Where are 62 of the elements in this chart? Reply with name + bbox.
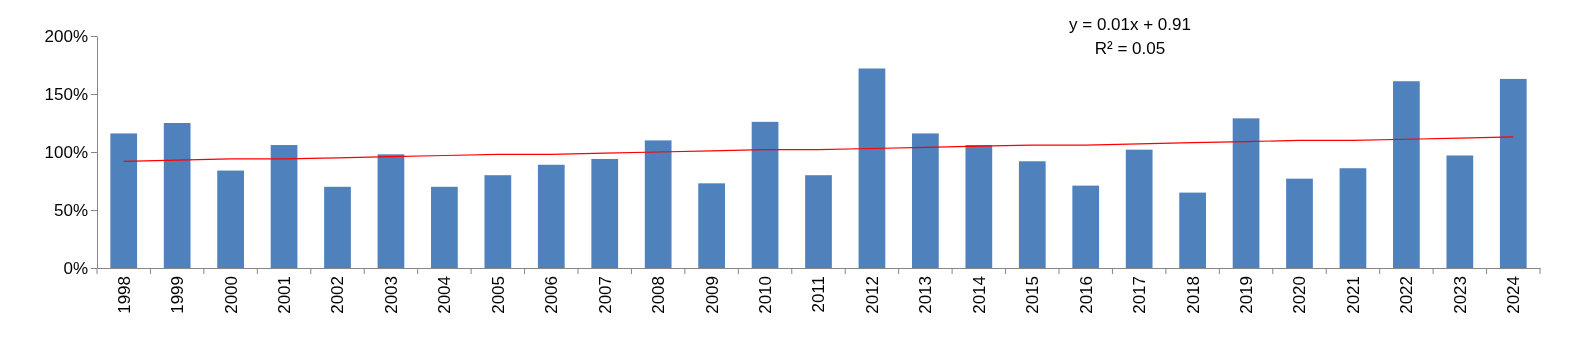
x-tick-label: 2008 — [649, 276, 669, 314]
annotation: R² = 0.05 — [1094, 39, 1166, 58]
x-tick-label: 2021 — [1343, 276, 1363, 314]
x-tick-label: 2004 — [435, 276, 455, 314]
x-tick-label: 2003 — [381, 276, 401, 314]
bar — [1125, 149, 1153, 268]
y-tick-label: 150% — [44, 84, 88, 104]
text: y = 0.01x + 0.91 — [1069, 15, 1191, 34]
x-tick-label: 1998 — [114, 276, 134, 314]
x-tick-label: 2023 — [1450, 276, 1470, 314]
bar — [858, 68, 886, 268]
x-tick-label: 2015 — [1023, 276, 1043, 314]
bar — [484, 175, 512, 268]
bar — [537, 164, 565, 268]
x-tick-label: 2018 — [1183, 276, 1203, 314]
bar — [1179, 192, 1206, 268]
x-tick-label: 2002 — [328, 276, 348, 314]
bar — [751, 121, 779, 268]
bar — [805, 175, 832, 268]
bar — [644, 140, 672, 268]
x-tick-label: 2011 — [809, 276, 829, 313]
bar — [270, 145, 298, 268]
x-tick-label: 2006 — [542, 276, 562, 314]
x-tick-label: 2013 — [916, 276, 936, 314]
x-tick-label: 1999 — [168, 276, 188, 314]
bar — [965, 145, 993, 268]
x-tick-label: 2014 — [969, 276, 989, 314]
y-tick-label: 50% — [53, 200, 88, 220]
bar — [1286, 178, 1313, 268]
bar — [1339, 168, 1367, 268]
bar — [217, 170, 244, 268]
x-tick-label: 2017 — [1130, 276, 1150, 314]
bar — [1232, 118, 1260, 268]
x-tick-label: 2009 — [702, 276, 722, 314]
y-tick-label: 100% — [44, 142, 88, 162]
x-tick-label: 2001 — [275, 276, 295, 314]
bar — [912, 133, 939, 268]
x-tick-label: 2024 — [1504, 276, 1524, 314]
bar — [163, 123, 191, 268]
bar — [431, 186, 458, 268]
bar — [110, 133, 138, 268]
bar — [1499, 78, 1527, 268]
bar — [324, 186, 351, 268]
x-tick-label: 2022 — [1397, 276, 1417, 314]
bar — [1393, 81, 1420, 268]
y-tick-label: 0% — [63, 258, 88, 278]
x-tick-label: 2007 — [595, 276, 615, 314]
bar — [591, 158, 619, 268]
x-tick-label: 2000 — [221, 276, 241, 314]
bar — [377, 154, 405, 268]
x-tick-label: 2005 — [488, 276, 508, 314]
bar — [1018, 161, 1046, 268]
bar — [1446, 155, 1474, 268]
x-tick-label: 2012 — [862, 276, 882, 314]
x-tick-label: 2010 — [756, 276, 776, 314]
y-tick-label: 200% — [44, 26, 88, 46]
x-tick-label: 2020 — [1290, 276, 1310, 314]
line-series — [123, 136, 1514, 162]
bar — [698, 183, 725, 268]
x-tick-label: 2019 — [1237, 276, 1257, 314]
bar — [1072, 185, 1100, 268]
x-tick-label: 2016 — [1076, 276, 1096, 314]
